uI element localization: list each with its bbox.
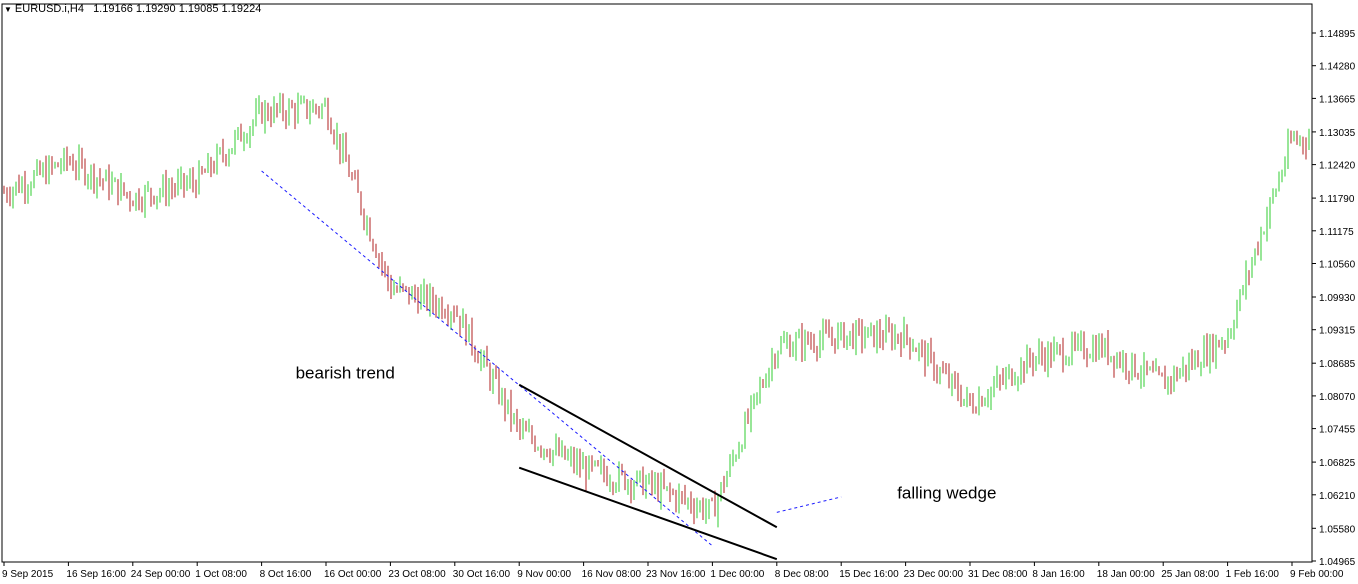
- y-tick-label: 1.10560: [1319, 260, 1356, 271]
- symbol-label: EURUSD.i,H4: [14, 3, 84, 15]
- wedge-lower-line: [518, 466, 778, 561]
- x-tick-label: 23 Oct 08:00: [388, 569, 446, 580]
- y-tick-label: 1.11175: [1319, 227, 1354, 238]
- plot-border: [1, 3, 1313, 563]
- y-tick-label: 1.07455: [1319, 425, 1356, 436]
- x-tick-label: 8 Dec 08:00: [775, 569, 829, 580]
- x-tick-label: 8 Oct 16:00: [260, 569, 312, 580]
- y-tick-label: 1.08685: [1319, 359, 1356, 370]
- chart-header: ▼ EURUSD.i,H4 1.19166 1.19290 1.19085 1.1…: [4, 3, 261, 15]
- x-tick-label: 1 Dec 00:00: [710, 569, 764, 580]
- x-tick-label: 23 Dec 00:00: [904, 569, 964, 580]
- close-price: 1.19224: [221, 3, 262, 15]
- x-tick-label: 31 Dec 08:00: [968, 569, 1028, 580]
- x-tick-label: 16 Oct 00:00: [324, 569, 382, 580]
- x-tick-label: 24 Sep 00:00: [131, 569, 191, 580]
- y-tick-label: 1.12420: [1319, 161, 1356, 172]
- y-tick-label: 1.06825: [1319, 458, 1356, 469]
- low-price: 1.19085: [178, 3, 219, 15]
- x-tick-label: 9 Nov 00:00: [517, 569, 571, 580]
- wedge-upper-line: [518, 383, 778, 529]
- x-tick-label: 16 Sep 16:00: [66, 569, 126, 580]
- high-price: 1.19290: [135, 3, 176, 15]
- chart-annotations: bearish trend falling wedge: [296, 363, 997, 502]
- bearish-trend-line: [261, 170, 713, 547]
- open-price: 1.19166: [93, 3, 133, 15]
- price-bars: [3, 92, 1310, 528]
- x-tick-label: 15 Dec 16:00: [839, 569, 899, 580]
- y-tick-label: 1.09315: [1319, 326, 1356, 337]
- y-tick-label: 1.06210: [1319, 491, 1356, 502]
- x-tick-label: 16 Nov 08:00: [582, 569, 642, 580]
- x-tick-label: 30 Oct 16:00: [453, 569, 511, 580]
- x-tick-label: 9 Feb 00:00: [1290, 569, 1344, 580]
- x-tick-label: 25 Jan 08:00: [1161, 569, 1219, 580]
- price-axis: 1.14895 1.14280 1.13665 1.13035 1.12420 1.117…: [1312, 29, 1356, 568]
- trend-lines: [261, 170, 842, 561]
- x-tick-label: 18 Jan 00:00: [1097, 569, 1155, 580]
- x-tick-label: 8 Jan 16:00: [1032, 569, 1085, 580]
- y-tick-label: 1.05580: [1319, 524, 1356, 535]
- y-tick-label: 1.14895: [1319, 29, 1356, 40]
- x-tick-label: 9 Sep 2015: [2, 569, 54, 580]
- time-axis: 9 Sep 2015 16 Sep 16:00 24 Sep 00:00 1 Oct …: [2, 562, 1344, 580]
- y-tick-label: 1.08070: [1319, 392, 1356, 403]
- y-tick-label: 1.11790: [1319, 194, 1355, 205]
- falling-wedge-pointer: [776, 496, 842, 513]
- x-tick-label: 1 Feb 16:00: [1226, 569, 1280, 580]
- y-tick-label: 1.04965: [1319, 557, 1356, 568]
- y-tick-label: 1.13665: [1319, 94, 1356, 105]
- falling-wedge-label: falling wedge: [897, 484, 996, 503]
- y-tick-label: 1.13035: [1319, 128, 1356, 139]
- chart-frame: [1, 3, 1313, 563]
- y-tick-label: 1.09930: [1319, 293, 1356, 304]
- bearish-trend-label: bearish trend: [296, 363, 395, 382]
- y-tick-label: 1.14280: [1319, 62, 1356, 73]
- dropdown-triangle-icon[interactable]: ▼: [4, 5, 12, 14]
- x-tick-label: 23 Nov 16:00: [646, 569, 706, 580]
- x-tick-label: 1 Oct 08:00: [195, 569, 247, 580]
